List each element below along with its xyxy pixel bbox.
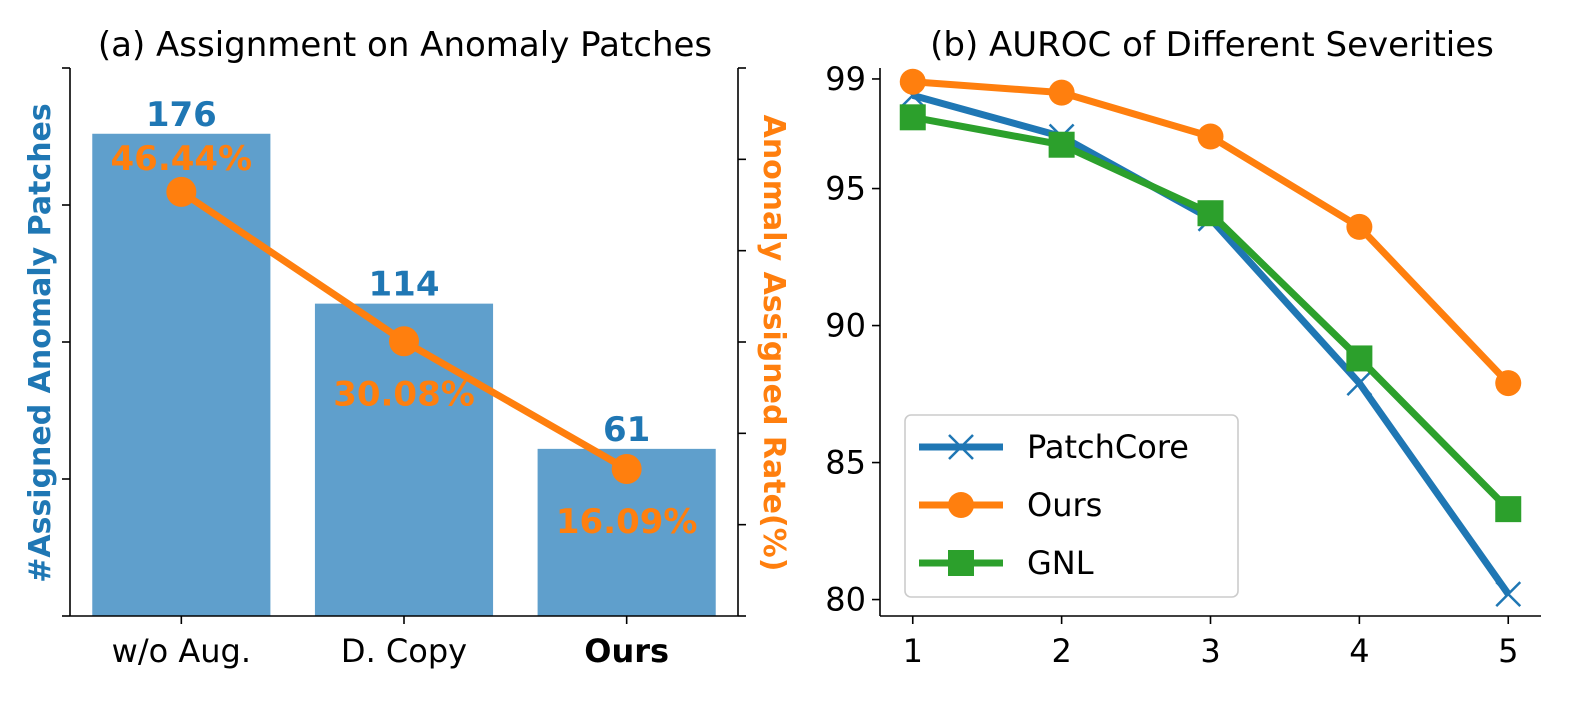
rate-value-label-3: 16.09% xyxy=(556,502,698,542)
y-tick-label-4: 95 xyxy=(825,170,866,208)
series-point-gnl-4 xyxy=(1346,345,1373,372)
panel-a: (a) Assignment on Anomaly Patches 176 114… xyxy=(23,25,791,670)
rate-value-label-2: 30.08% xyxy=(333,374,475,414)
legend-label-gnl: GNL xyxy=(1027,544,1094,582)
series-point-ours-1 xyxy=(899,68,926,95)
series-point-ours-5 xyxy=(1495,370,1522,397)
x-tick-label-2: 2 xyxy=(1051,632,1071,670)
rate-value-label-1: 46.44% xyxy=(111,139,253,179)
series-point-ours-2 xyxy=(1048,79,1075,106)
legend-box xyxy=(904,414,1239,598)
y-tick-label-3: 90 xyxy=(825,307,866,345)
x-tick-label-4: 4 xyxy=(1349,632,1369,670)
panel-b-axes: 80 85 90 95 99 1 2 3 4 5 xyxy=(825,60,1541,670)
series-point-gnl-1 xyxy=(899,104,926,131)
rate-point-3 xyxy=(611,454,642,485)
x-tick-label-3: Ours xyxy=(584,632,669,670)
panel-a-bars: 176 114 61 xyxy=(92,95,716,616)
y-tick-label-5: 99 xyxy=(825,60,866,98)
bar-value-label-1: 176 xyxy=(146,95,217,135)
y-tick-label-1: 80 xyxy=(825,581,866,619)
series-point-ours-3 xyxy=(1197,123,1224,150)
rate-point-2 xyxy=(389,326,419,357)
panel-a-left-axis-label: #Assigned Anomaly Patches xyxy=(23,103,58,583)
x-tick-label-3: 3 xyxy=(1200,632,1220,670)
x-tick-label-5: 5 xyxy=(1498,632,1518,670)
panel-b-title: (b) AUROC of Different Severities xyxy=(930,25,1494,65)
series-point-ours-4 xyxy=(1346,213,1373,240)
panel-a-line: 46.44% 30.08% 16.09% xyxy=(111,139,698,542)
series-point-patchcore-4 xyxy=(1346,370,1373,396)
legend-marker-ours xyxy=(948,492,974,518)
panel-b: (b) AUROC of Different Severities 80 85 90… xyxy=(825,25,1541,670)
series-point-gnl-5 xyxy=(1495,496,1522,523)
panel-a-title: (a) Assignment on Anomaly Patches xyxy=(98,25,712,65)
legend-label-patchcore: PatchCore xyxy=(1027,428,1189,466)
x-tick-label-2: D. Copy xyxy=(341,632,467,670)
legend-label-ours: Ours xyxy=(1027,486,1102,524)
series-point-gnl-2 xyxy=(1048,131,1075,158)
panel-a-axes: w/o Aug. D. Copy Ours xyxy=(62,67,746,670)
panel-b-lines xyxy=(899,68,1522,607)
panel-a-right-axis-label: Anomaly Assigned Rate(%) xyxy=(756,115,791,572)
legend-marker-patchcore xyxy=(948,434,974,460)
x-tick-label-1: 1 xyxy=(903,632,923,670)
legend-marker-gnl xyxy=(948,550,974,576)
panel-b-legend: PatchCore Ours GNL xyxy=(904,414,1239,598)
series-point-gnl-3 xyxy=(1197,200,1224,227)
bar-1 xyxy=(92,133,271,616)
series-point-patchcore-5 xyxy=(1495,581,1522,607)
rate-point-1 xyxy=(166,176,197,207)
y-tick-label-2: 85 xyxy=(825,444,866,482)
bar-value-label-2: 114 xyxy=(369,265,440,305)
x-tick-label-1: w/o Aug. xyxy=(112,632,251,670)
bar-value-label-3: 61 xyxy=(603,410,650,450)
